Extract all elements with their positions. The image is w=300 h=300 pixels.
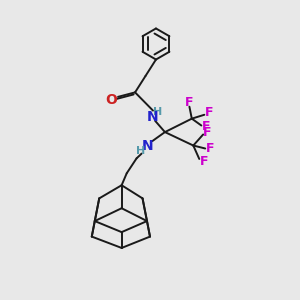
Text: F: F [184, 96, 193, 109]
Text: H: H [136, 146, 145, 156]
Text: F: F [203, 126, 212, 139]
Text: F: F [206, 142, 214, 155]
Text: N: N [142, 140, 153, 153]
Text: O: O [105, 93, 117, 107]
Text: N: N [147, 110, 158, 124]
Text: F: F [200, 155, 208, 168]
Text: H: H [153, 107, 162, 117]
Text: F: F [202, 120, 210, 133]
Text: F: F [205, 106, 213, 119]
